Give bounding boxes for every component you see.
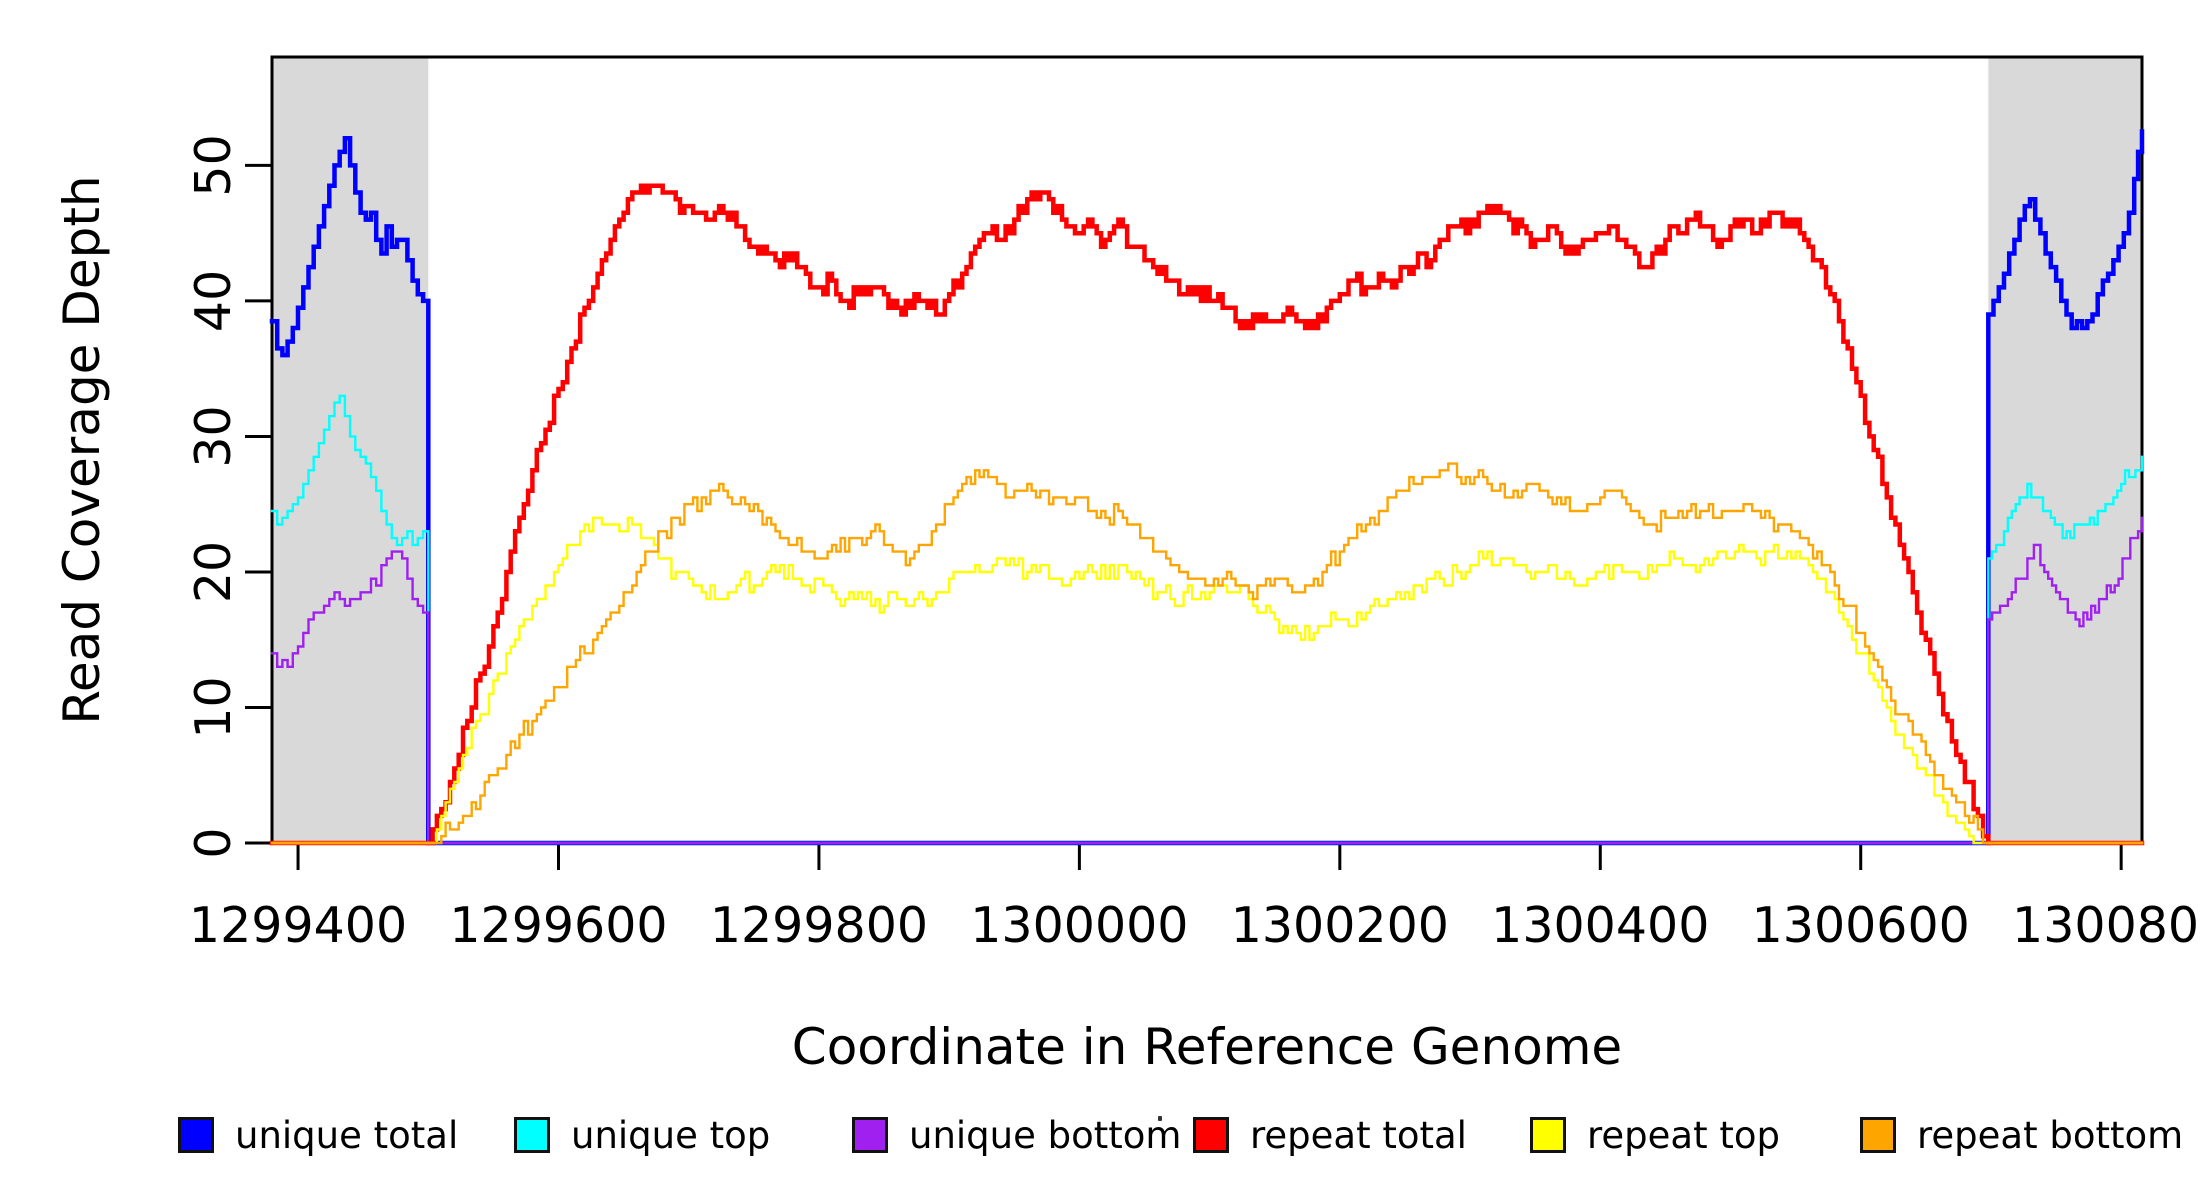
- legend-label: repeat bottom: [1917, 1113, 2184, 1157]
- x-tick-label: 1300000: [970, 897, 1188, 954]
- x-tick-label: 1300200: [1231, 897, 1449, 954]
- flanking-region-shade: [272, 57, 429, 843]
- legend-label: repeat top: [1587, 1113, 1780, 1157]
- x-tick-label: 1299800: [710, 897, 928, 954]
- legend-item-unique-bottom: unique bottom: [852, 1106, 1181, 1164]
- series-repeat-top: [270, 516, 2144, 845]
- y-tick-label: 20: [185, 541, 242, 603]
- plot-frame: [270, 55, 2144, 845]
- artifact-dot: [1158, 1116, 1162, 1121]
- repeat-top-swatch-icon: [1530, 1117, 1566, 1153]
- legend-item-repeat-total: repeat total: [1193, 1106, 1467, 1164]
- unique-top-swatch-icon: [514, 1117, 550, 1153]
- legend-item-unique-total: unique total: [178, 1106, 458, 1164]
- series-unique-bottom: [270, 516, 2144, 845]
- series-unique-top: [270, 394, 2144, 845]
- x-tick-label: 1300600: [1752, 897, 1970, 954]
- unique-total-swatch-icon: [178, 1117, 214, 1153]
- legend-label: repeat total: [1250, 1113, 1467, 1157]
- y-tick-label: 0: [185, 827, 242, 858]
- legend-item-unique-top: unique top: [514, 1106, 770, 1164]
- series-repeat-bottom: [270, 462, 2144, 845]
- legend-item-repeat-top: repeat top: [1530, 1106, 1780, 1164]
- y-tick-label: 40: [185, 270, 242, 332]
- y-tick-label: 30: [185, 405, 242, 467]
- unique-bottom-swatch-icon: [852, 1117, 888, 1153]
- legend-label: unique total: [235, 1113, 459, 1157]
- series-unique-total: [269, 129, 2145, 846]
- x-tick-label: 1300400: [1491, 897, 1709, 954]
- y-tick-label: 50: [185, 134, 242, 196]
- x-tick-label: 1299600: [449, 897, 667, 954]
- y-tick-label: 10: [185, 676, 242, 738]
- x-axis-title: Coordinate in Reference Genome: [791, 1018, 1623, 1076]
- repeat-total-swatch-icon: [1193, 1117, 1229, 1153]
- legend-label: unique top: [571, 1113, 771, 1157]
- x-tick-label: 1299400: [189, 897, 407, 954]
- legend-item-repeat-bottom: repeat bottom: [1860, 1106, 2183, 1164]
- legend-label: unique bottom: [909, 1113, 1182, 1157]
- repeat-bottom-swatch-icon: [1860, 1117, 1896, 1153]
- flanking-region-shade: [1988, 57, 2142, 843]
- y-axis-title: Read Coverage Depth: [53, 175, 111, 725]
- series-repeat-total: [269, 183, 2145, 846]
